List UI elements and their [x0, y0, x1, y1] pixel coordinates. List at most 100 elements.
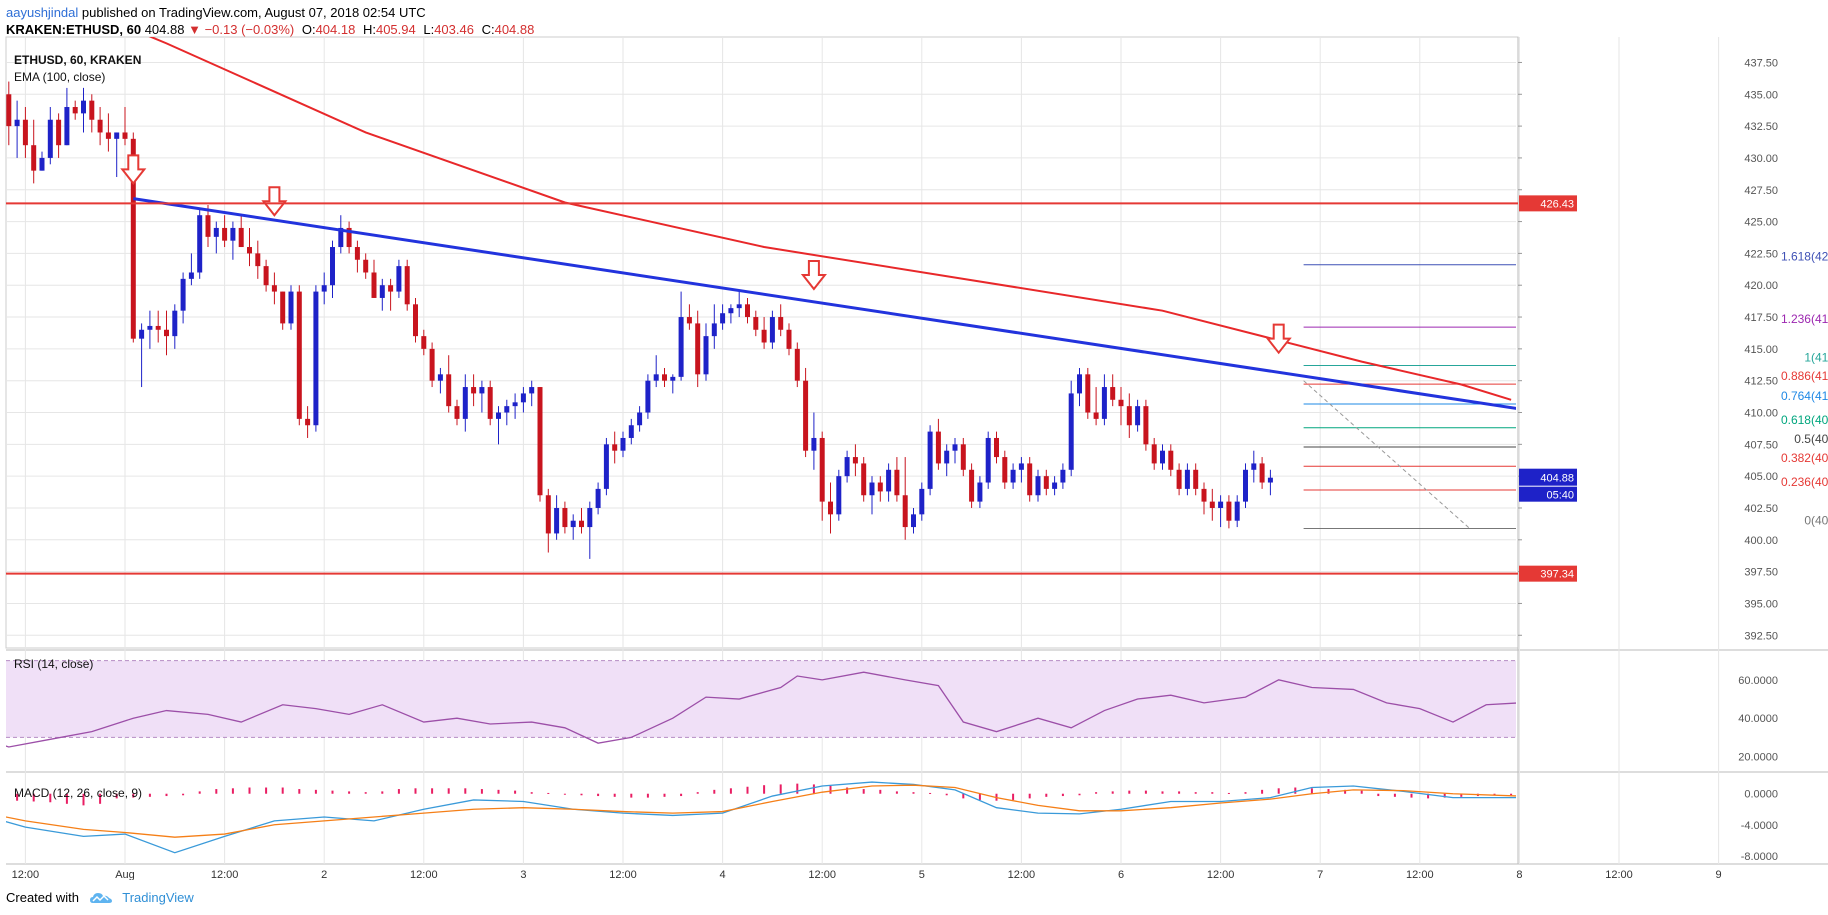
candle-up	[180, 278, 186, 311]
macd-histogram-bar	[182, 793, 185, 796]
candle-down	[421, 336, 427, 349]
macd-histogram-bar	[563, 793, 566, 795]
candle-down	[263, 266, 269, 286]
macd-histogram-bar	[895, 791, 898, 794]
candle-up	[628, 425, 634, 438]
macd-histogram-bar	[978, 793, 981, 800]
candle-up	[1018, 463, 1024, 470]
candle-down	[794, 348, 800, 381]
candle-up	[620, 437, 626, 451]
macd-histogram-bar	[298, 789, 301, 794]
fib-level-label: 0.764(410.67)	[1781, 389, 1828, 403]
candle-down	[786, 329, 792, 349]
fib-level-label: 1.618(421.61)	[1781, 250, 1828, 264]
macd-histogram-bar	[381, 791, 384, 794]
macd-histogram-bar	[265, 787, 268, 794]
signal-line	[6, 784, 1516, 838]
fib-level-label: 0.382(405.78)	[1781, 451, 1828, 465]
fib-level-label: 0.5(407.29)	[1794, 432, 1828, 446]
macd-histogram-bar	[497, 789, 500, 794]
candle-down	[1093, 412, 1099, 419]
macd-histogram-bar	[314, 789, 317, 794]
macd-histogram-bar	[945, 793, 948, 796]
macd-histogram-bar	[929, 792, 932, 794]
y-tick-label: 395.00	[1744, 598, 1778, 610]
candle-down	[72, 107, 78, 114]
macd-histogram-bar	[248, 787, 251, 794]
countdown-badge-label: 05:40	[1546, 490, 1574, 502]
macd-histogram-bar	[796, 783, 799, 794]
tradingview-brand[interactable]: TradingView	[122, 890, 194, 905]
candle-up	[836, 476, 842, 515]
candle-down	[545, 495, 551, 534]
candle-down	[130, 138, 136, 339]
low-label: L:	[423, 22, 435, 37]
x-tick-label: 5	[919, 869, 925, 880]
macd-histogram-bar	[680, 793, 683, 797]
candle-up	[844, 457, 850, 477]
candle-up	[64, 107, 70, 146]
level-badge	[1519, 195, 1577, 212]
y-tick-label: 430.00	[1744, 153, 1778, 165]
candle-down	[56, 119, 62, 146]
created-with-text: Created with	[6, 890, 79, 905]
candle-down	[1126, 406, 1132, 426]
y-tick-label: 405.00	[1744, 471, 1778, 483]
candle-up	[1160, 450, 1165, 464]
macd-histogram-bar	[414, 788, 417, 794]
fib-level-label: 1.236(416.71)	[1781, 312, 1828, 326]
candle-down	[238, 227, 244, 248]
level-badge	[1519, 565, 1577, 582]
macd-histogram-bar	[281, 787, 284, 794]
candle-up	[188, 272, 194, 279]
macd-histogram-bar	[746, 786, 749, 794]
candle-up	[977, 482, 983, 502]
candle-down	[31, 145, 37, 171]
candle-down	[247, 247, 252, 254]
main-plot	[6, 37, 1516, 559]
y-tick-label: 415.00	[1744, 344, 1778, 356]
macd-histogram-bar	[1277, 788, 1280, 794]
macd-histogram-bar	[231, 788, 234, 794]
high-value: 405.94	[375, 22, 416, 37]
x-tick-label: 12:00	[609, 869, 637, 880]
macd-histogram-bar	[1045, 793, 1048, 797]
macd-histogram-bar	[1261, 789, 1264, 794]
candle-up	[886, 469, 892, 492]
macd-histogram-bar	[779, 784, 782, 794]
macd-histogram-bar	[1310, 788, 1313, 794]
macd-histogram-bar	[1061, 793, 1064, 797]
candle-up	[944, 450, 950, 464]
candle-down	[296, 291, 302, 419]
candle-up	[911, 514, 916, 528]
candle-down	[346, 227, 352, 248]
author-link[interactable]: aayushjindal	[6, 5, 79, 20]
open-value: 404.18	[315, 22, 356, 37]
x-tick-label: 3	[520, 869, 526, 880]
low-value: 403.46	[434, 22, 474, 37]
candle-down	[1176, 469, 1182, 489]
candle-down	[1110, 387, 1116, 400]
candle-up	[985, 437, 991, 483]
candle-down	[22, 119, 28, 146]
macd-histogram-bar	[729, 788, 732, 794]
published-text: published on TradingView.com, August 07,…	[81, 5, 426, 20]
macd-histogram-bar	[580, 793, 583, 796]
candle-down	[537, 387, 543, 496]
candle-up	[1184, 469, 1190, 489]
high-label: H:	[362, 22, 376, 37]
candle-up	[504, 406, 510, 413]
candle-up	[1077, 374, 1082, 394]
candle-up	[736, 304, 742, 309]
macd-histogram-bar	[962, 793, 965, 799]
macd-histogram-bar	[812, 784, 815, 794]
candle-down	[413, 304, 418, 337]
macd-histogram-bar	[1460, 793, 1463, 797]
candle-up	[720, 313, 726, 324]
candle-up	[39, 157, 45, 171]
y-tick-label: 435.00	[1744, 89, 1778, 101]
candle-up	[703, 336, 709, 375]
candle-down	[1002, 457, 1008, 483]
candle-up	[595, 488, 601, 508]
chart-canvas[interactable]: 12:00 Aug 12:00 2 12:00 3 12:00 4 12:00 5 12:00 6 12…	[0, 0, 1828, 880]
